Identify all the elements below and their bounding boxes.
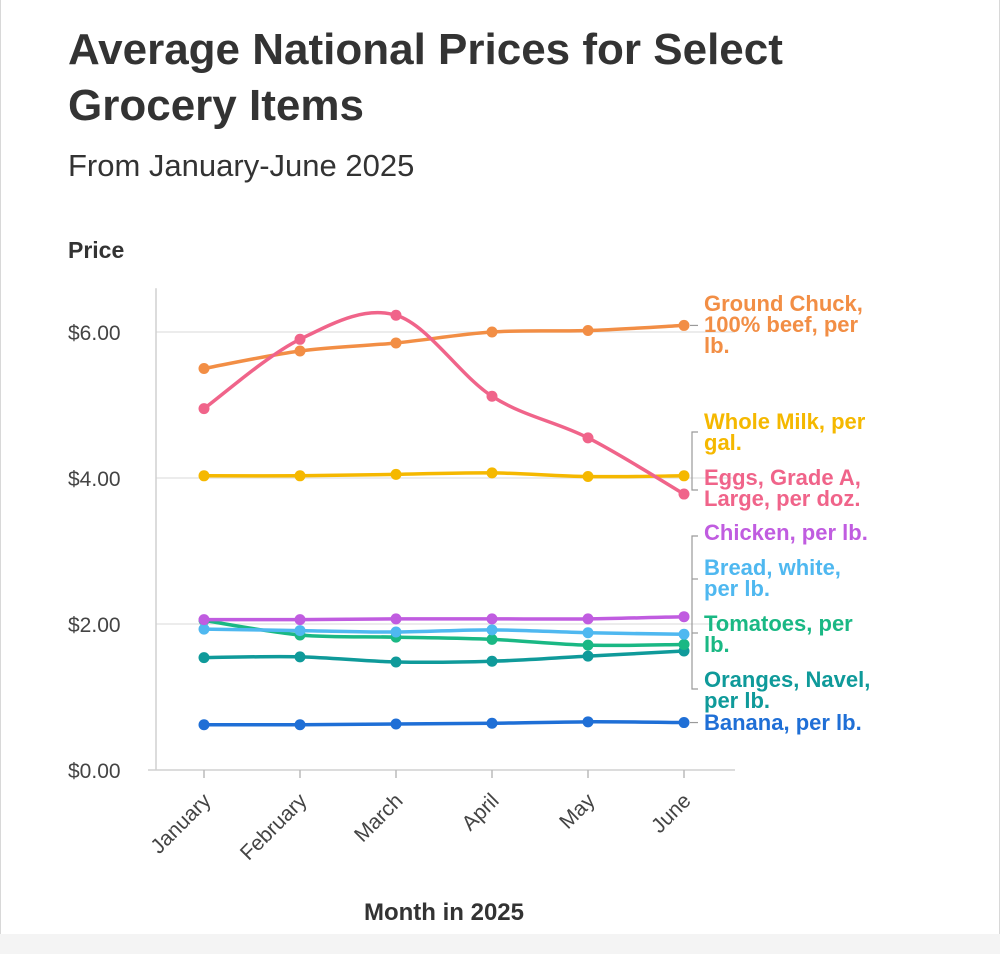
x-tick-label: February bbox=[236, 789, 312, 865]
data-point-banana-per-lb bbox=[198, 719, 210, 731]
data-point-oranges-navel-per-lb bbox=[390, 656, 402, 668]
series-label-banana-per-lb: Banana, per lb. bbox=[704, 710, 862, 735]
x-tick-label: March bbox=[350, 789, 408, 847]
data-point-eggs-grade-a-large-per-doz bbox=[390, 309, 402, 321]
series-label-ground-chuck-100-beef-per-lb: Ground Chuck, 100% beef, per lb. bbox=[704, 291, 863, 358]
data-point-bread-white-per-lb bbox=[294, 625, 306, 637]
series-line-tomatoes-per-lb bbox=[202, 618, 686, 648]
series-label-line: Chicken, per lb. bbox=[704, 520, 868, 545]
series-label-line: Ground Chuck, bbox=[704, 291, 863, 316]
data-point-whole-milk-per-gal bbox=[198, 470, 210, 482]
series-label-line: Eggs, Grade A, bbox=[704, 465, 861, 490]
x-axis-title: Month in 2025 bbox=[364, 899, 524, 926]
series-label-oranges-navel-per-lb: Oranges, Navel, per lb. bbox=[704, 667, 870, 713]
y-tick-label: $0.00 bbox=[68, 760, 121, 783]
series-line-ground-chuck-100-beef-per-lb bbox=[202, 323, 686, 371]
series-label-line: gal. bbox=[704, 430, 742, 455]
data-point-banana-per-lb bbox=[294, 719, 306, 731]
data-point-ground-chuck-100-beef-per-lb bbox=[678, 319, 690, 331]
data-point-whole-milk-per-gal bbox=[582, 471, 594, 483]
data-point-bread-white-per-lb bbox=[582, 627, 594, 639]
series-label-bread-white-per-lb: Bread, white, per lb. bbox=[704, 555, 841, 601]
series-label-tomatoes-per-lb: Tomatoes, per lb. bbox=[704, 611, 853, 657]
series-label-whole-milk-per-gal: Whole Milk, per gal. bbox=[704, 409, 866, 455]
data-point-chicken-per-lb bbox=[294, 614, 306, 626]
x-tick-label: June bbox=[647, 789, 695, 837]
data-point-chicken-per-lb bbox=[678, 611, 690, 623]
data-point-tomatoes-per-lb bbox=[582, 639, 594, 651]
frame-left-edge bbox=[0, 0, 1, 954]
data-point-oranges-navel-per-lb bbox=[198, 652, 210, 664]
data-point-whole-milk-per-gal bbox=[486, 467, 498, 479]
bottom-bar bbox=[0, 934, 1000, 954]
series-line-banana-per-lb bbox=[202, 720, 686, 727]
series-label-line: lb. bbox=[704, 333, 730, 358]
data-point-ground-chuck-100-beef-per-lb bbox=[390, 337, 402, 349]
data-point-tomatoes-per-lb bbox=[678, 638, 690, 650]
series-label-line: Oranges, Navel, bbox=[704, 667, 870, 692]
label-bracket bbox=[691, 431, 698, 491]
series-label-line: lb. bbox=[704, 632, 730, 657]
data-point-eggs-grade-a-large-per-doz bbox=[582, 432, 594, 444]
data-point-ground-chuck-100-beef-per-lb bbox=[582, 325, 594, 337]
x-tick-label: January bbox=[146, 789, 215, 858]
data-point-oranges-navel-per-lb bbox=[582, 650, 594, 662]
y-axis-title: Price bbox=[68, 237, 124, 263]
series-label-line: 100% beef, per bbox=[704, 312, 859, 337]
x-tick-label: May bbox=[555, 789, 600, 834]
data-point-tomatoes-per-lb bbox=[486, 633, 498, 645]
data-point-whole-milk-per-gal bbox=[294, 470, 306, 482]
series-line-bread-white-per-lb bbox=[202, 627, 686, 636]
chart-subtitle: From January-June 2025 bbox=[68, 148, 415, 183]
data-point-eggs-grade-a-large-per-doz bbox=[486, 390, 498, 402]
data-point-banana-per-lb bbox=[486, 717, 498, 729]
series-line-chicken-per-lb bbox=[202, 614, 686, 622]
series-label-chicken-per-lb: Chicken, per lb. bbox=[704, 520, 868, 545]
series-label-line: per lb. bbox=[704, 576, 770, 601]
data-point-eggs-grade-a-large-per-doz bbox=[294, 333, 306, 345]
y-tick-label: $2.00 bbox=[68, 614, 121, 637]
data-point-whole-milk-per-gal bbox=[678, 470, 690, 482]
series-label-line: Banana, per lb. bbox=[704, 710, 862, 735]
data-point-banana-per-lb bbox=[582, 716, 594, 728]
series-label-line: Whole Milk, per bbox=[704, 409, 866, 434]
data-point-ground-chuck-100-beef-per-lb bbox=[198, 363, 210, 374]
data-point-chicken-per-lb bbox=[390, 613, 402, 625]
data-point-bread-white-per-lb bbox=[678, 628, 690, 640]
data-point-bread-white-per-lb bbox=[486, 624, 498, 636]
series-line-whole-milk-per-gal bbox=[202, 471, 686, 479]
data-point-chicken-per-lb bbox=[582, 613, 594, 625]
y-tick-label: $4.00 bbox=[68, 468, 121, 491]
data-point-chicken-per-lb bbox=[486, 613, 498, 625]
chart-title: Average National Prices for Select Groce… bbox=[68, 25, 783, 130]
x-tick-label: April bbox=[458, 789, 504, 835]
data-point-banana-per-lb bbox=[678, 717, 690, 729]
series-line-eggs-grade-a-large-per-doz bbox=[202, 310, 686, 496]
data-point-oranges-navel-per-lb bbox=[486, 655, 498, 667]
data-point-banana-per-lb bbox=[390, 718, 402, 730]
data-point-eggs-grade-a-large-per-doz bbox=[678, 488, 690, 500]
data-point-whole-milk-per-gal bbox=[390, 468, 402, 480]
series-label-eggs-grade-a-large-per-doz: Eggs, Grade A, Large, per doz. bbox=[704, 465, 861, 511]
label-bracket bbox=[691, 535, 698, 690]
data-point-bread-white-per-lb bbox=[198, 623, 210, 635]
series-label-line: Tomatoes, per bbox=[704, 611, 853, 636]
series-line-oranges-navel-per-lb bbox=[202, 649, 686, 665]
data-point-ground-chuck-100-beef-per-lb bbox=[486, 326, 498, 338]
y-tick-label: $6.00 bbox=[68, 322, 121, 345]
data-point-ground-chuck-100-beef-per-lb bbox=[294, 345, 306, 357]
data-point-eggs-grade-a-large-per-doz bbox=[198, 403, 210, 415]
data-point-bread-white-per-lb bbox=[390, 626, 402, 638]
data-point-oranges-navel-per-lb bbox=[294, 651, 306, 663]
series-label-line: Bread, white, bbox=[704, 555, 841, 580]
series-label-line: Large, per doz. bbox=[704, 486, 860, 511]
series-label-line: per lb. bbox=[704, 688, 770, 713]
data-point-chicken-per-lb bbox=[198, 614, 210, 626]
